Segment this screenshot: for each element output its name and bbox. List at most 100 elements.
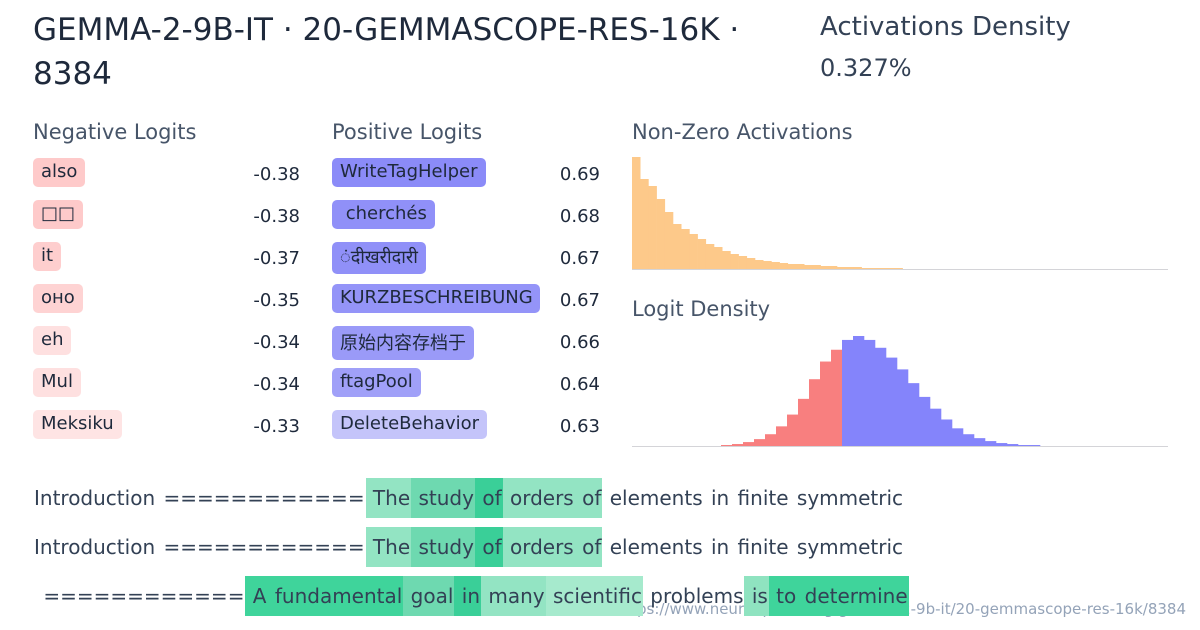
- histogram-bar: [941, 419, 953, 446]
- logit-value: -0.34: [253, 374, 300, 395]
- logit-value: 0.66: [559, 332, 600, 353]
- token: Introduction: [34, 486, 156, 510]
- histogram-bar: [796, 264, 805, 269]
- token-pill: it: [33, 242, 62, 271]
- histogram-bar: [985, 441, 997, 446]
- histogram-bar: [837, 267, 846, 269]
- histogram-bar: [1007, 444, 1019, 446]
- token-pill: оно: [33, 284, 83, 313]
- example-row: Introduction ============ The study of o…: [33, 527, 904, 567]
- token-pill: 原始内容存档于: [332, 326, 474, 360]
- token: of: [574, 527, 603, 567]
- logit-value: 0.67: [559, 248, 600, 269]
- histogram-bar: [974, 438, 986, 446]
- logit-value: -0.38: [253, 164, 300, 185]
- section-title: Logit Density: [632, 297, 771, 321]
- token-pill: Mul: [33, 368, 81, 397]
- histogram-bar: [673, 224, 682, 269]
- logit-value: -0.37: [253, 248, 300, 269]
- token: ============: [157, 486, 365, 510]
- token: scientific: [545, 576, 643, 616]
- logit-value: -0.35: [253, 290, 300, 311]
- token: finite: [731, 486, 789, 510]
- histogram-bar: [743, 442, 755, 446]
- logit-value: -0.33: [253, 416, 300, 437]
- token-pill: DeleteBehavior: [332, 410, 488, 439]
- token-pill: cherchés: [332, 200, 435, 229]
- histogram-bar: [809, 379, 821, 446]
- histogram-bar: [787, 264, 797, 269]
- logit-value: -0.34: [253, 332, 300, 353]
- histogram-bar: [919, 396, 931, 446]
- histogram-bar: [820, 361, 832, 446]
- density-value: 0.327%: [820, 54, 912, 82]
- token: many: [481, 576, 546, 616]
- histogram-bar: [697, 239, 707, 269]
- histogram-bar: [845, 267, 854, 269]
- histogram-bar: [908, 383, 920, 446]
- token-pill: ftagPool: [332, 368, 421, 397]
- histogram-bar: [853, 267, 862, 269]
- histogram-bar: [996, 443, 1008, 446]
- logit-value: 0.68: [559, 206, 600, 227]
- histogram-bar: [952, 428, 964, 446]
- histogram-bar: [1029, 445, 1041, 446]
- token: symmetric: [790, 535, 904, 559]
- histogram-bar: [732, 444, 744, 446]
- section-title: Negative Logits: [33, 120, 197, 144]
- token: determine: [797, 576, 909, 616]
- histogram-bar: [878, 268, 887, 269]
- token: goal: [403, 576, 455, 616]
- histogram-bar: [864, 339, 876, 446]
- histogram-bar: [705, 244, 715, 269]
- section-title: Non-Zero Activations: [632, 120, 853, 144]
- histogram-bar: [656, 199, 666, 269]
- token: is: [744, 576, 769, 616]
- section-title: Positive Logits: [332, 120, 483, 144]
- histogram-bar: [897, 369, 909, 446]
- histogram-bar: [765, 434, 777, 446]
- histogram-bar: [689, 234, 698, 269]
- histogram-bar: [886, 357, 898, 446]
- token: fundamental: [267, 576, 404, 616]
- token-pill: also: [33, 158, 86, 187]
- token: in: [704, 486, 730, 510]
- histogram-bar: [1018, 445, 1030, 446]
- histogram-bar: [861, 268, 871, 269]
- token: ============: [37, 584, 245, 608]
- histogram-bar: [763, 261, 772, 269]
- histogram-bar: [963, 434, 975, 446]
- token-pill: WriteTagHelper: [332, 158, 486, 187]
- histogram-bar: [681, 229, 690, 269]
- histogram-bar: [812, 265, 821, 269]
- token: in: [704, 535, 730, 559]
- histogram-bar: [798, 398, 810, 446]
- logit-density-histogram: [632, 336, 1168, 447]
- token: orders: [502, 527, 575, 567]
- histogram-bar: [828, 266, 838, 269]
- histogram-bar: [755, 260, 764, 269]
- logit-value: 0.64: [559, 374, 600, 395]
- histogram-bar: [787, 414, 799, 446]
- example-row: ============ A fundamental goal in many …: [36, 576, 909, 616]
- histogram-bar: [853, 336, 865, 446]
- example-row: Introduction ============ The study of o…: [33, 478, 904, 518]
- histogram-bar: [771, 262, 780, 269]
- histogram-bar: [894, 268, 903, 269]
- token: to: [768, 576, 798, 616]
- histogram-bar: [831, 349, 843, 446]
- activation-histogram: [632, 157, 1168, 270]
- token: orders: [502, 478, 575, 518]
- logit-value: 0.69: [559, 164, 600, 185]
- histogram-bar: [648, 186, 657, 269]
- token: study: [411, 527, 475, 567]
- histogram-bar: [730, 254, 739, 269]
- token: elements: [603, 486, 703, 510]
- token: A: [245, 576, 268, 616]
- token: study: [411, 478, 475, 518]
- histogram-bar: [820, 266, 830, 269]
- histogram-bar: [714, 247, 723, 269]
- histogram-bar: [746, 258, 756, 269]
- token: of: [474, 527, 503, 567]
- density-label: Activations Density: [820, 12, 1071, 42]
